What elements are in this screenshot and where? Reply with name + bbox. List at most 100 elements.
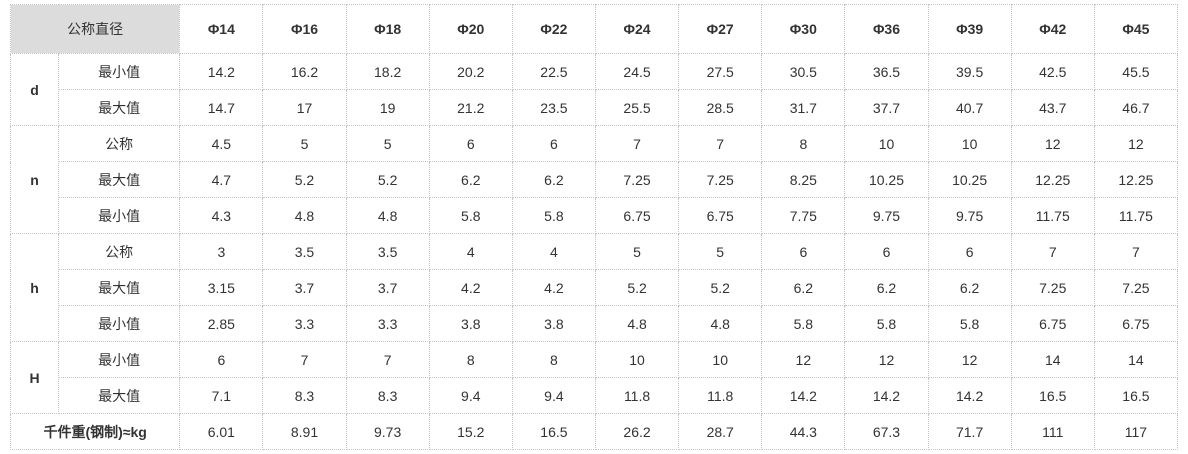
value-cell: 7.25	[1010, 269, 1095, 306]
value-cell: 4.3	[179, 197, 264, 234]
value-cell: 46.7	[1093, 89, 1179, 126]
value-cell: 12.25	[1010, 161, 1095, 198]
value-cell: 4.8	[678, 305, 763, 342]
value-cell: 44.3	[761, 413, 846, 450]
value-cell: 5	[678, 233, 763, 270]
table-row: d 最小值 14.2 16.2 18.2 20.2 22.5 24.5 27.5 30.5 36.5…	[9, 53, 1179, 126]
column-header: Φ39	[927, 4, 1012, 54]
value-cell: 5	[594, 233, 680, 270]
column-header: Φ16	[262, 4, 347, 54]
value-cell: 6.01	[179, 413, 264, 450]
weight-row: 千件重(钢制)≈kg 6.01 8.91 9.73 15.2 16.5 26.2 28.7 44…	[9, 413, 1179, 450]
value-cell: 6.2	[428, 161, 513, 198]
value-cell: 8.3	[262, 377, 347, 414]
value-cell: 4.5	[179, 125, 264, 162]
value-cell: 18.2	[345, 53, 430, 90]
value-cell: 14.2	[179, 53, 264, 90]
table-row: 最小值 2.85 3.3 3.3 3.8 3.8 4.8 4.8 5.8 5.8 5.8 6.75 6.…	[11, 305, 1179, 342]
value-cell: 6	[179, 341, 264, 378]
value-cell: 5.2	[594, 269, 680, 306]
group-label: h	[9, 233, 60, 342]
value-cell: 6	[511, 125, 596, 162]
value-cell: 5.2	[345, 161, 430, 198]
value-cell: 28.5	[678, 89, 763, 126]
value-cell: 6	[428, 125, 513, 162]
value-cell: 5.8	[511, 197, 596, 234]
spec-table: 公称直径 Φ14 Φ16 Φ18 Φ20 Φ22 Φ24 Φ27 Φ30 Φ36 Φ39 Φ42 Φ4…	[9, 4, 1179, 450]
value-cell: 4	[511, 233, 596, 270]
table-row: 最大值 14.7 17 19 21.2 23.5 25.5 28.5 31.7 37.7 40.7 4…	[11, 89, 1179, 126]
row-label: 公称	[58, 233, 181, 270]
value-cell: 4.8	[594, 305, 680, 342]
table-row: H 最小值 6 7 7 8 8 10 10 12 12 12 14 14	[9, 341, 1179, 414]
value-cell: 7	[1010, 233, 1095, 270]
value-cell: 36.5	[844, 53, 929, 90]
row-label: 最大值	[58, 377, 181, 414]
value-cell: 9.4	[511, 377, 596, 414]
value-cell: 21.2	[428, 89, 513, 126]
table-row: n 公称 4.5 5 5 6 6 7 7 8 10 10 12 12	[9, 125, 1179, 234]
value-cell: 43.7	[1010, 89, 1095, 126]
value-cell: 14	[1010, 341, 1095, 378]
value-cell: 11.8	[594, 377, 680, 414]
group-label: n	[9, 125, 60, 234]
row-label: 最小值	[58, 197, 181, 234]
group-label: H	[9, 341, 60, 414]
value-cell: 12.25	[1093, 161, 1179, 198]
column-header: Φ30	[761, 4, 846, 54]
value-cell: 22.5	[511, 53, 596, 90]
table-row: 最大值 3.15 3.7 3.7 4.2 4.2 5.2 5.2 6.2 6.2 6.2 7.25 7.…	[11, 269, 1179, 306]
row-label: 最小值	[58, 305, 181, 342]
value-cell: 6	[761, 233, 846, 270]
column-header: Φ36	[844, 4, 929, 54]
value-cell: 5.2	[678, 269, 763, 306]
column-header: Φ42	[1010, 4, 1095, 54]
value-cell: 67.3	[844, 413, 929, 450]
value-cell: 6.75	[1093, 305, 1179, 342]
value-cell: 11.75	[1010, 197, 1095, 234]
value-cell: 3.7	[345, 269, 430, 306]
value-cell: 9.73	[345, 413, 430, 450]
value-cell: 5.8	[761, 305, 846, 342]
column-header: Φ27	[678, 4, 763, 54]
value-cell: 7.75	[761, 197, 846, 234]
value-cell: 15.2	[428, 413, 513, 450]
row-label: 最大值	[58, 89, 181, 126]
value-cell: 31.7	[761, 89, 846, 126]
value-cell: 2.85	[179, 305, 264, 342]
value-cell: 5.2	[262, 161, 347, 198]
value-cell: 9.75	[844, 197, 929, 234]
value-cell: 23.5	[511, 89, 596, 126]
value-cell: 3.8	[511, 305, 596, 342]
weight-label: 千件重(钢制)≈kg	[9, 413, 181, 450]
table-row: h 公称 3 3.5 3.5 4 4 5 5 6 6 6 7 7	[9, 233, 1179, 342]
value-cell: 6.2	[844, 269, 929, 306]
value-cell: 27.5	[678, 53, 763, 90]
value-cell: 7	[594, 125, 680, 162]
column-header: Φ14	[179, 4, 264, 54]
value-cell: 3.8	[428, 305, 513, 342]
value-cell: 3.7	[262, 269, 347, 306]
value-cell: 10	[678, 341, 763, 378]
value-cell: 7.1	[179, 377, 264, 414]
corner-header: 公称直径	[9, 4, 181, 54]
value-cell: 111	[1010, 413, 1095, 450]
value-cell: 6	[927, 233, 1012, 270]
value-cell: 16.5	[1093, 377, 1179, 414]
value-cell: 10	[844, 125, 929, 162]
value-cell: 42.5	[1010, 53, 1095, 90]
value-cell: 14	[1093, 341, 1179, 378]
value-cell: 11.8	[678, 377, 763, 414]
row-label: 公称	[58, 125, 181, 162]
value-cell: 3.3	[262, 305, 347, 342]
value-cell: 71.7	[927, 413, 1012, 450]
value-cell: 12	[927, 341, 1012, 378]
value-cell: 20.2	[428, 53, 513, 90]
value-cell: 6.2	[761, 269, 846, 306]
value-cell: 30.5	[761, 53, 846, 90]
value-cell: 7	[345, 341, 430, 378]
value-cell: 26.2	[594, 413, 680, 450]
value-cell: 7	[678, 125, 763, 162]
value-cell: 4.2	[428, 269, 513, 306]
value-cell: 7	[262, 341, 347, 378]
